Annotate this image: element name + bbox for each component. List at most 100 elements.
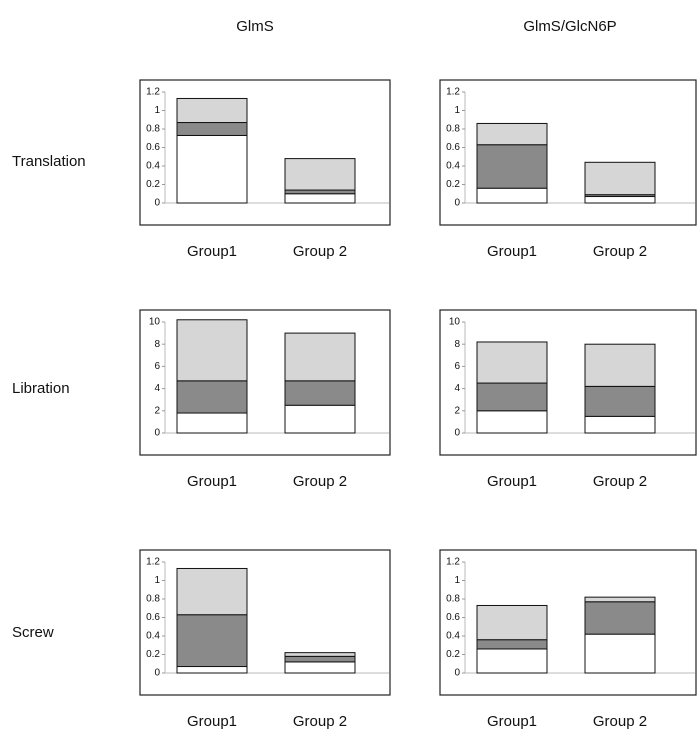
y-tick-label: 0.4 <box>446 161 460 172</box>
y-tick-label: 0 <box>454 198 460 209</box>
y-tick-label: 0.6 <box>146 142 160 153</box>
x-tick-label: Group1 <box>187 243 237 260</box>
x-tick-label: Group 2 <box>293 713 347 730</box>
y-tick-label: 1 <box>454 575 460 586</box>
bar-segment <box>284 158 356 191</box>
y-tick-label: 1 <box>154 105 160 116</box>
bar-segment <box>176 614 248 668</box>
y-tick-label: 10 <box>149 317 161 328</box>
bar-segment <box>476 144 548 189</box>
y-tick-label: 6 <box>154 361 160 372</box>
bar-segment <box>584 196 656 204</box>
bar-segment <box>584 385 656 417</box>
x-tick-label: Group1 <box>187 473 237 490</box>
y-tick-label: 0 <box>154 668 160 679</box>
row-label: Translation <box>12 153 86 170</box>
y-tick-label: 1.2 <box>146 87 160 98</box>
bar-segment <box>584 415 656 434</box>
bar-segment <box>284 193 356 204</box>
chart-frame <box>439 549 697 696</box>
y-tick-label: 0.4 <box>146 161 160 172</box>
y-tick-label: 0.6 <box>146 612 160 623</box>
bar-segment <box>284 332 356 382</box>
bar-segment <box>284 404 356 434</box>
column-title: GlmS/GlcN6P <box>523 18 616 35</box>
x-tick-label: Group 2 <box>593 473 647 490</box>
y-tick-label: 2 <box>154 405 160 416</box>
x-tick-label: Group 2 <box>293 243 347 260</box>
y-tick-label: 0.4 <box>146 631 160 642</box>
bar-segment <box>476 604 548 641</box>
y-tick-label: 4 <box>154 383 160 394</box>
y-tick-label: 0.2 <box>146 649 160 660</box>
y-tick-label: 0 <box>454 668 460 679</box>
bar-segment <box>584 343 656 387</box>
x-tick-label: Group 2 <box>593 243 647 260</box>
bar-segment <box>284 661 356 674</box>
bar-segment <box>584 601 656 635</box>
y-tick-label: 8 <box>454 339 460 350</box>
bar-segment <box>284 189 356 195</box>
bar-segment <box>584 161 656 196</box>
y-tick-label: 10 <box>449 317 461 328</box>
bar-segment <box>476 382 548 412</box>
y-tick-label: 1 <box>154 575 160 586</box>
y-tick-label: 0.8 <box>146 124 160 135</box>
x-tick-label: Group 2 <box>593 713 647 730</box>
chart-frame <box>439 309 697 456</box>
bar-segment <box>284 655 356 663</box>
y-tick-label: 0 <box>154 198 160 209</box>
bar-segment <box>176 567 248 616</box>
column-title: GlmS <box>236 18 274 35</box>
y-tick-label: 0.6 <box>446 142 460 153</box>
bar-segment <box>176 134 248 204</box>
y-tick-label: 1.2 <box>146 557 160 568</box>
bar-segment <box>284 380 356 406</box>
x-tick-label: Group 2 <box>293 473 347 490</box>
x-tick-label: Group1 <box>487 713 537 730</box>
bar-segment <box>176 380 248 414</box>
y-tick-label: 1 <box>454 105 460 116</box>
bar-segment <box>176 97 248 124</box>
bar-segment <box>284 652 356 657</box>
y-tick-label: 0.8 <box>146 594 160 605</box>
y-tick-label: 0.8 <box>446 124 460 135</box>
chart-frame <box>139 309 391 456</box>
chart-frame <box>139 549 391 696</box>
y-tick-label: 0 <box>154 428 160 439</box>
row-label: Libration <box>12 380 70 397</box>
y-tick-label: 0.4 <box>446 631 460 642</box>
bar-segment <box>584 596 656 603</box>
y-tick-label: 6 <box>454 361 460 372</box>
x-tick-label: Group1 <box>487 243 537 260</box>
bar-segment <box>476 639 548 650</box>
bar-segment <box>176 319 248 382</box>
bar-segment <box>584 633 656 674</box>
y-tick-label: 4 <box>454 383 460 394</box>
bar-segment <box>476 341 548 384</box>
y-tick-label: 0.2 <box>146 179 160 190</box>
x-tick-label: Group1 <box>187 713 237 730</box>
y-tick-label: 0.8 <box>446 594 460 605</box>
x-tick-label: Group1 <box>487 473 537 490</box>
y-tick-label: 1.2 <box>446 87 460 98</box>
chart-frame <box>139 79 391 226</box>
y-tick-label: 0 <box>454 428 460 439</box>
y-tick-label: 0.2 <box>446 179 460 190</box>
bar-segment <box>176 122 248 136</box>
y-tick-label: 0.2 <box>446 649 460 660</box>
y-tick-label: 8 <box>154 339 160 350</box>
bar-segment <box>476 648 548 674</box>
bar-segment <box>176 412 248 434</box>
row-label: Screw <box>12 624 54 641</box>
y-tick-label: 2 <box>454 405 460 416</box>
bar-segment <box>476 187 548 204</box>
bar-segment <box>476 122 548 146</box>
bar-segment <box>176 666 248 674</box>
bar-segment <box>476 410 548 434</box>
chart-frame <box>439 79 697 226</box>
y-tick-label: 1.2 <box>446 557 460 568</box>
y-tick-label: 0.6 <box>446 612 460 623</box>
